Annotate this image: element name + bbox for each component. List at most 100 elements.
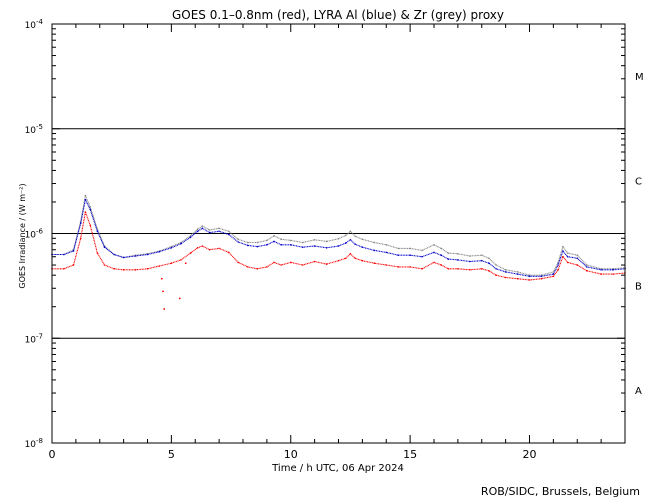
series-0-point	[349, 230, 352, 233]
series-0	[51, 194, 626, 277]
series-2-point	[196, 247, 199, 249]
y-tick-label: 10-4	[25, 18, 44, 31]
series-1	[51, 198, 626, 278]
series-0-point	[170, 245, 173, 248]
series-2-point	[433, 261, 435, 264]
x-tick-label: 5	[168, 448, 175, 461]
series-2-point	[237, 261, 239, 264]
series-1-point	[495, 268, 497, 270]
series-1-point	[433, 251, 435, 254]
y-tick-base: 10	[25, 231, 37, 241]
chart-title: GOES 0.1–0.8nm (red), LYRA Al (blue) & Z…	[172, 8, 504, 22]
flare-class-label-A: A	[635, 386, 642, 397]
series-1-point	[397, 254, 400, 256]
series-2-point	[301, 264, 304, 266]
series-2-point	[576, 264, 579, 266]
series-2-point	[373, 262, 376, 265]
x-tick-label: 15	[403, 448, 417, 461]
series-2-point	[79, 237, 82, 240]
series-1-point	[280, 244, 283, 246]
flare-class-labels: A B C M	[635, 72, 644, 397]
series-2-point	[266, 266, 268, 268]
series-1-point	[208, 231, 211, 234]
series-2-point	[227, 251, 230, 254]
y-axis-label: GOES Irradiance / (W m⁻²)	[18, 183, 27, 288]
series-1-point	[612, 269, 614, 271]
series-2-point	[189, 252, 192, 254]
series-2-point	[600, 273, 602, 275]
series-0-line	[52, 195, 626, 276]
series-2-point	[421, 268, 423, 270]
y-tick-base: 10	[25, 335, 37, 345]
series-0-point	[447, 252, 450, 254]
y-tick-base: 10	[25, 440, 37, 450]
series-1-point	[96, 230, 99, 233]
series-2-point	[158, 265, 161, 267]
series-1-point	[196, 230, 199, 233]
series-1-point	[113, 253, 115, 256]
series-1-point	[170, 247, 173, 249]
series-1-point	[481, 259, 483, 262]
dropout-point-3	[178, 297, 181, 300]
series-1-point	[146, 253, 149, 256]
series-0-point	[266, 239, 268, 242]
series-0-point	[361, 238, 364, 241]
series-2-point	[180, 259, 182, 261]
series-2-point	[96, 252, 99, 254]
series-2-point	[528, 279, 531, 281]
series-2-point	[134, 269, 137, 271]
series-1-point	[218, 230, 220, 233]
series-1-point	[158, 250, 161, 253]
series-0-point	[421, 249, 423, 252]
series-2-point	[557, 269, 559, 271]
series-1-point	[189, 236, 192, 239]
series-2-point	[552, 275, 555, 278]
x-tick-label: 20	[523, 448, 537, 461]
series-1-point	[325, 247, 328, 249]
series-0-point	[540, 274, 543, 277]
series-0-point	[247, 241, 249, 244]
series-2-point	[208, 248, 211, 251]
series-0-point	[566, 252, 569, 254]
series-0-point	[196, 228, 199, 230]
series-2-point	[72, 264, 75, 266]
series-2-point	[504, 276, 507, 279]
y-tick-exponent: -8	[36, 437, 43, 445]
series-2-point	[495, 274, 497, 277]
series-1-point	[247, 244, 249, 247]
series-2-point	[409, 266, 411, 268]
series-2-point	[481, 268, 483, 270]
series-2-point	[63, 268, 65, 270]
series-0-point	[557, 261, 559, 264]
series-2-point	[170, 262, 173, 265]
series-2-point	[469, 269, 471, 271]
series-0-point	[354, 235, 357, 238]
y-tick-label: 10-8	[25, 437, 43, 450]
dropout-point-4	[184, 262, 187, 265]
y-tick-exponent: -6	[36, 228, 44, 236]
series-0-point	[201, 225, 204, 227]
series-1-point	[540, 275, 543, 278]
series-1-point	[586, 266, 588, 268]
series-2-point	[397, 266, 400, 268]
y-tick-label: 10-6	[25, 228, 44, 241]
series-0-point	[433, 244, 435, 246]
series-1-point	[409, 254, 411, 256]
series-1-point	[122, 256, 125, 259]
series-2-point	[256, 268, 259, 270]
series-0-point	[528, 274, 531, 277]
y-tick-exponent: -5	[36, 123, 43, 131]
series-2-point	[385, 264, 388, 266]
series-0-point	[189, 235, 192, 237]
series-2-point	[201, 245, 204, 247]
series-1-point	[349, 239, 352, 241]
series-0-point	[290, 239, 292, 242]
series-2-point	[540, 277, 543, 280]
dropout-point-0	[160, 277, 163, 280]
series-2-point	[146, 268, 149, 270]
series-1-point	[421, 255, 423, 258]
series-0-point	[84, 194, 87, 197]
series-2-point	[344, 257, 347, 260]
series-1-point	[134, 255, 137, 257]
